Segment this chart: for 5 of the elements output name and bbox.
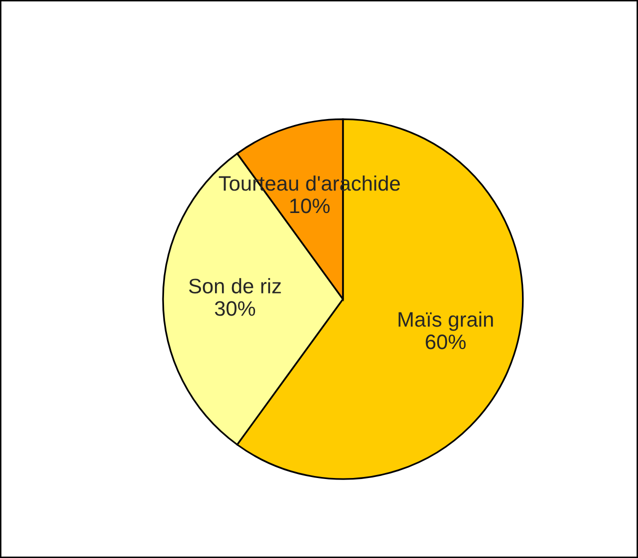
- data-label: 60%: [426, 334, 466, 350]
- data-label: 10%: [290, 198, 330, 214]
- slice-label: Son de riz: [189, 278, 281, 294]
- slice-label: Maïs grain: [398, 312, 493, 331]
- data-label: 30%: [214, 301, 256, 316]
